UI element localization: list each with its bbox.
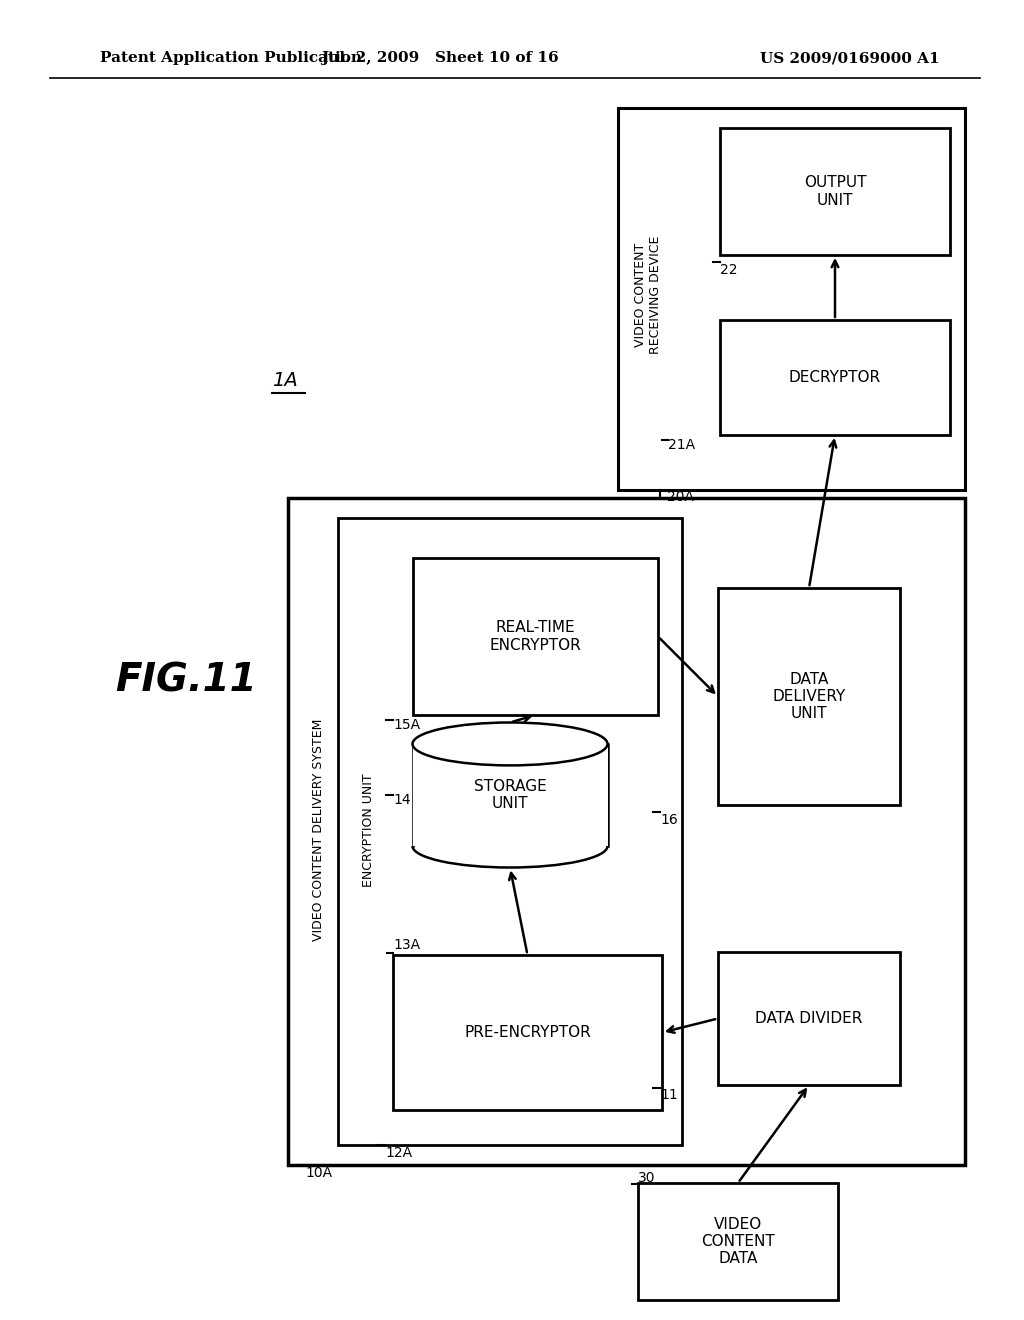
- Text: 13A: 13A: [393, 939, 420, 952]
- Bar: [638, 1183, 838, 1300]
- Text: VIDEO
CONTENT
DATA: VIDEO CONTENT DATA: [701, 1217, 775, 1266]
- Text: 12A: 12A: [385, 1146, 412, 1160]
- Text: 16: 16: [660, 813, 678, 828]
- Text: DECRYPTOR: DECRYPTOR: [788, 370, 881, 385]
- Text: 11: 11: [660, 1088, 678, 1102]
- Bar: [413, 744, 607, 846]
- Text: ENCRYPTION UNIT: ENCRYPTION UNIT: [361, 774, 375, 887]
- Text: Jul. 2, 2009   Sheet 10 of 16: Jul. 2, 2009 Sheet 10 of 16: [322, 51, 559, 65]
- Text: 30: 30: [638, 1171, 655, 1185]
- Bar: [413, 558, 658, 715]
- Text: US 2009/0169000 A1: US 2009/0169000 A1: [761, 51, 940, 65]
- Text: VIDEO CONTENT
RECEIVING DEVICE: VIDEO CONTENT RECEIVING DEVICE: [634, 236, 662, 354]
- Bar: [618, 108, 965, 490]
- Text: 22: 22: [720, 263, 737, 277]
- Ellipse shape: [413, 722, 607, 766]
- Bar: [718, 587, 900, 805]
- Text: Patent Application Publication: Patent Application Publication: [100, 51, 362, 65]
- Text: REAL-TIME
ENCRYPTOR: REAL-TIME ENCRYPTOR: [489, 620, 582, 652]
- Text: VIDEO CONTENT DELIVERY SYSTEM: VIDEO CONTENT DELIVERY SYSTEM: [311, 719, 325, 941]
- Text: 21A: 21A: [668, 438, 695, 451]
- Text: 20A: 20A: [667, 490, 694, 504]
- Bar: [718, 952, 900, 1085]
- Text: 1A: 1A: [272, 371, 298, 389]
- Text: DATA
DELIVERY
UNIT: DATA DELIVERY UNIT: [772, 672, 846, 722]
- Text: DATA DIVIDER: DATA DIVIDER: [756, 1011, 862, 1026]
- Bar: [288, 498, 965, 1166]
- Text: 15A: 15A: [393, 718, 420, 733]
- Bar: [720, 319, 950, 436]
- Text: 14: 14: [393, 793, 411, 807]
- Text: OUTPUT
UNIT: OUTPUT UNIT: [804, 176, 866, 207]
- Text: STORAGE
UNIT: STORAGE UNIT: [474, 779, 547, 812]
- Bar: [720, 128, 950, 255]
- Text: 10A: 10A: [305, 1166, 332, 1180]
- Text: PRE-ENCRYPTOR: PRE-ENCRYPTOR: [464, 1026, 591, 1040]
- Bar: [393, 954, 662, 1110]
- Bar: [338, 517, 682, 1144]
- Text: FIG.11: FIG.11: [115, 661, 257, 700]
